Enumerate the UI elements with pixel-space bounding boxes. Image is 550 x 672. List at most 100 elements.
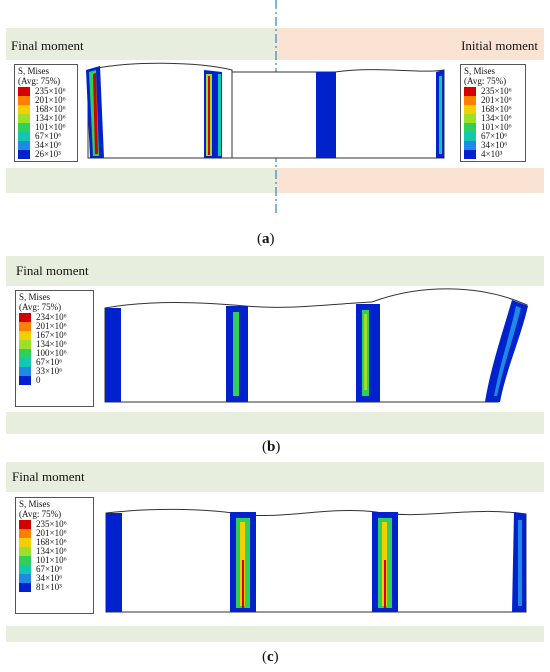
- legend-row: 67×10⁶: [16, 565, 93, 574]
- legend-label: 101×10⁶: [36, 555, 67, 565]
- legend-label: 134×10⁶: [36, 339, 67, 349]
- legend-swatch: [18, 132, 30, 141]
- legend-label: 26×10³: [35, 149, 61, 159]
- legend-header-2: (Avg: 75%): [18, 76, 61, 86]
- legend-label: 168×10⁶: [35, 104, 66, 114]
- panel-c-beam-outline: [105, 508, 527, 613]
- legend-label: 235×10⁶: [481, 86, 512, 96]
- legend-rows: 235×10⁶ 201×10⁶ 168×10⁶ 134×10⁶ 101×10⁶ 67×10…: [16, 520, 93, 592]
- panel-c-pier-4-stress: [518, 520, 522, 606]
- legend-swatch: [19, 574, 31, 583]
- legend-swatch: [19, 358, 31, 367]
- legend-label: 168×10⁶: [36, 537, 67, 547]
- legend-row: 34×10⁶: [15, 141, 77, 150]
- legend-label: 4×10³: [481, 149, 503, 159]
- legend-label: 0: [36, 375, 41, 385]
- legend-row: 234×10⁶: [16, 313, 93, 322]
- panel-c-pier-3-max: [384, 560, 386, 608]
- legend-swatch: [464, 123, 476, 132]
- panel-a-initial-pier-1: [316, 72, 336, 158]
- legend-swatch: [19, 331, 31, 340]
- legend-swatch: [19, 520, 31, 529]
- legend-swatch: [18, 87, 30, 96]
- legend-swatch: [18, 96, 30, 105]
- panel-c-structure: [105, 508, 527, 613]
- legend-row: 34×10⁶: [16, 574, 93, 583]
- legend-swatch: [18, 141, 30, 150]
- panel-a-left-title: Final moment: [11, 38, 84, 53]
- legend-label: 201×10⁶: [36, 528, 67, 538]
- legend-rows: 234×10⁶ 201×10⁶ 167×10⁶ 134×10⁶ 100×10⁶ 67×10…: [16, 313, 93, 385]
- legend-row: 134×10⁶: [461, 114, 525, 123]
- panel-c-legend: S, Mises (Avg: 75%) 235×10⁶ 201×10⁶ 168×10…: [15, 497, 94, 614]
- panel-b-pier-2-stress: [233, 312, 239, 396]
- legend-label: 235×10⁶: [35, 86, 66, 96]
- legend-row: 167×10⁶: [16, 331, 93, 340]
- legend-swatch: [19, 367, 31, 376]
- panel-b-beam-outline: [104, 288, 528, 403]
- legend-row: 235×10⁶: [15, 87, 77, 96]
- legend-swatch: [19, 538, 31, 547]
- legend-row: 67×10⁶: [461, 132, 525, 141]
- panel-a-right-legend: S, Mises (Avg: 75%) 235×10⁶ 201×10⁶ 168×10…: [460, 64, 526, 162]
- legend-label: 168×10⁶: [481, 104, 512, 114]
- legend-label: 67×10⁶: [36, 564, 63, 574]
- legend-swatch: [19, 349, 31, 358]
- legend-label: 67×10⁶: [481, 131, 508, 141]
- panel-a-left-legend: S, Mises (Avg: 75%) 235×10⁶ 201×10⁶ 168×10…: [14, 64, 78, 162]
- legend-label: 167×10⁶: [36, 330, 67, 340]
- legend-label: 34×10⁶: [36, 573, 63, 583]
- legend-swatch: [18, 114, 30, 123]
- legend-label: 134×10⁶: [481, 113, 512, 123]
- legend-swatch: [464, 141, 476, 150]
- panel-c-caption: (c): [262, 649, 279, 665]
- legend-row: 168×10⁶: [16, 538, 93, 547]
- legend-row: 101×10⁶: [461, 123, 525, 132]
- legend-label: 81×10³: [36, 582, 62, 592]
- panel-a-initial-pier-2-stress: [439, 76, 442, 154]
- legend-row: 67×10⁶: [16, 358, 93, 367]
- legend-label: 101×10⁶: [35, 122, 66, 132]
- legend-swatch: [19, 565, 31, 574]
- panel-b-title: Final moment: [16, 263, 89, 278]
- panel-a-initial-structure: [231, 69, 445, 159]
- legend-swatch: [19, 376, 31, 385]
- legend-row: 26×10³: [15, 150, 77, 159]
- legend-swatch: [19, 556, 31, 565]
- legend-label: 201×10⁶: [35, 95, 66, 105]
- legend-row: 235×10⁶: [16, 520, 93, 529]
- legend-row: 0: [16, 376, 93, 385]
- legend-swatch: [464, 114, 476, 123]
- legend-header-2: (Avg: 75%): [19, 302, 62, 312]
- legend-swatch: [19, 583, 31, 592]
- legend-swatch: [18, 150, 30, 159]
- panel-a-final-beam-outline: [87, 62, 233, 159]
- panel-b-legend: S, Mises (Avg: 75%) 234×10⁶ 201×10⁶ 167×10…: [15, 290, 94, 407]
- legend-label: 234×10⁶: [36, 312, 67, 322]
- legend-label: 101×10⁶: [481, 122, 512, 132]
- panel-a-final-pier-2-peak: [208, 76, 210, 155]
- panel-c-pier-1: [106, 513, 122, 612]
- legend-label: 100×10⁶: [36, 348, 67, 358]
- legend-header-1: S, Mises: [19, 499, 51, 509]
- legend-row: 134×10⁶: [16, 547, 93, 556]
- legend-label: 34×10⁶: [35, 140, 62, 150]
- legend-swatch: [19, 313, 31, 322]
- legend-row: 100×10⁶: [16, 349, 93, 358]
- legend-swatch: [19, 529, 31, 538]
- panel-a-final-pier-1-peak: [93, 73, 98, 154]
- legend-row: 235×10⁶: [461, 87, 525, 96]
- legend-row: 33×10⁶: [16, 367, 93, 376]
- legend-swatch: [464, 105, 476, 114]
- legend-header-2: (Avg: 75%): [464, 76, 507, 86]
- legend-label: 34×10⁶: [481, 140, 508, 150]
- legend-swatch: [464, 132, 476, 141]
- legend-row: 101×10⁶: [16, 556, 93, 565]
- legend-label: 235×10⁶: [36, 519, 67, 529]
- panel-b-pier-4-stress: [494, 306, 521, 396]
- panel-a-caption: (a): [257, 231, 275, 247]
- legend-row: 168×10⁶: [461, 105, 525, 114]
- legend-rows: 235×10⁶ 201×10⁶ 168×10⁶ 134×10⁶ 101×10⁶ 67×10…: [15, 87, 77, 159]
- legend-rows: 235×10⁶ 201×10⁶ 168×10⁶ 134×10⁶ 101×10⁶ 67×10…: [461, 87, 525, 159]
- legend-row: 201×10⁶: [16, 529, 93, 538]
